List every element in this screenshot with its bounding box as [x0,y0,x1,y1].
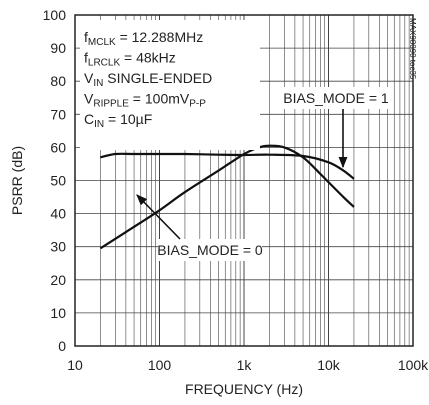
y-tick-label: 30 [50,239,66,255]
series-line-bias-mode-0 [99,144,355,250]
series-layer [99,144,355,250]
annotation-bias-mode-1: BIAS_MODE = 1 [283,90,389,106]
y-axis-title: PSRR (dB) [9,146,25,215]
condition-line: fLRCLK = 48kHz [84,50,176,69]
figure-id: MAX98090 toc35 [408,18,417,80]
annotation-bias-mode-0: BIAS_MODE = 0 [157,242,263,258]
y-tick-label: 10 [50,305,66,321]
condition-line: VRIPPLE = 100mVP-P [84,91,206,110]
conditions-background [80,20,260,150]
x-tick-label: 100k [398,357,429,373]
x-tick-label: 100 [148,357,172,373]
x-tick-label: 10k [317,357,341,373]
y-tick-label: 70 [50,106,66,122]
y-tick-label: 0 [58,338,66,354]
series-line-bias-mode-1 [100,152,355,180]
y-tick-label: 100 [43,7,67,23]
condition-line: CIN = 10µF [84,111,152,130]
annotation-bg [158,239,262,261]
condition-line: fMCLK = 12.288MHz [84,29,203,48]
x-tick-label: 1k [237,357,253,373]
y-tick-label: 60 [50,139,66,155]
x-tick-label: 10 [67,357,83,373]
y-tick-label: 20 [50,272,66,288]
annotations: BIAS_MODE = 1 BIAS_MODE = 0 [136,87,389,261]
x-axis-title: FREQUENCY (Hz) [185,381,303,397]
condition-line: VIN SINGLE-ENDED [84,70,212,89]
y-tick-label: 50 [50,173,66,189]
y-tick-label: 90 [50,40,66,56]
plot-frame [74,14,414,347]
y-tick-label: 80 [50,73,66,89]
annotation-arrow [136,194,181,240]
y-tick-label: 40 [50,206,66,222]
annotation-bg [283,87,389,109]
